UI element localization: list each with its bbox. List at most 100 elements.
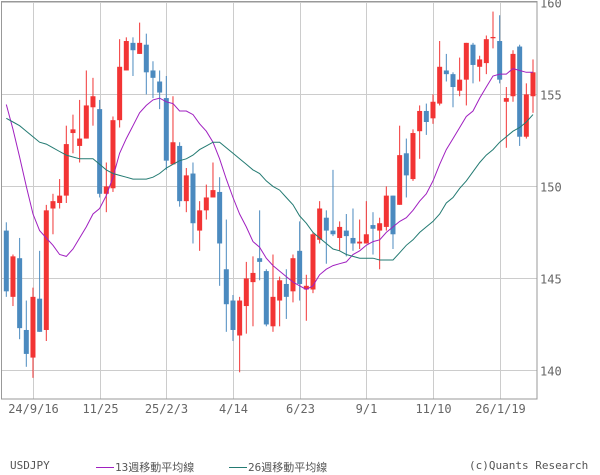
- candle-body: [203, 197, 209, 211]
- candle-body: [230, 300, 236, 330]
- candle-body: [417, 110, 423, 132]
- x-axis-ticks: 24/9/16 11/25 25/2/3 4/14 6/23 9/1 11/10 26/1/1…: [8, 402, 526, 416]
- candle-body: [437, 66, 443, 104]
- candle-down: [330, 169, 336, 237]
- candle-body: [463, 42, 469, 80]
- candle-body: [250, 272, 256, 283]
- candle-body: [3, 230, 9, 292]
- candle-down: [257, 210, 263, 281]
- candle-down: [17, 237, 23, 340]
- candle-body: [270, 296, 276, 327]
- candle-down: [263, 269, 269, 327]
- candle-down: [497, 15, 503, 84]
- candle-body: [390, 195, 396, 235]
- candles: [3, 11, 536, 378]
- x-tick-label: 11/10: [415, 402, 451, 416]
- candle-body: [290, 258, 296, 292]
- candle-up: [383, 186, 389, 231]
- candle-body: [443, 70, 449, 75]
- candle-body: [497, 41, 503, 80]
- candle-body: [17, 258, 23, 329]
- candle-body: [143, 44, 149, 73]
- candle-up: [410, 129, 416, 181]
- candle-body: [37, 298, 43, 332]
- candle-up: [457, 57, 463, 97]
- candle-down: [130, 37, 136, 76]
- candle-up: [417, 105, 423, 159]
- y-tick-label: 140: [540, 365, 562, 379]
- candle-body: [77, 138, 83, 146]
- candle-body: [157, 81, 163, 93]
- candle-body: [323, 217, 329, 231]
- candle-body: [523, 94, 529, 137]
- candle-body: [190, 173, 196, 224]
- x-tick-label: 6/23: [286, 402, 315, 416]
- candlestick-chart: 140 145 150 155 160 24/9/16 11/25 25/2/3 4/14 6/…: [1, 0, 562, 416]
- candle-body: [457, 79, 463, 91]
- candle-body: [43, 210, 49, 330]
- candle-down: [217, 177, 223, 286]
- candle-up: [103, 162, 109, 213]
- candle-body: [490, 36, 496, 39]
- candle-up: [77, 99, 83, 163]
- candle-down: [350, 208, 356, 251]
- candle-up: [277, 276, 283, 327]
- candle-up: [317, 201, 323, 244]
- candle-up: [10, 254, 16, 307]
- candle-body: [137, 42, 143, 54]
- candle-up: [510, 50, 516, 102]
- candle-up: [210, 162, 216, 198]
- candle-up: [337, 221, 343, 251]
- candle-down: [150, 61, 156, 99]
- candle-up: [237, 296, 243, 373]
- candle-down: [143, 33, 149, 95]
- candle-up: [363, 201, 369, 244]
- candle-body: [337, 226, 343, 238]
- candle-body: [83, 105, 89, 139]
- candle-up: [197, 201, 203, 251]
- candle-body: [530, 72, 536, 97]
- candle-down: [403, 138, 409, 198]
- legend-ma26: 26週移動平均線: [229, 459, 327, 475]
- candle-body: [430, 101, 436, 119]
- y-tick-label: 150: [540, 181, 562, 195]
- candle-body: [510, 53, 516, 97]
- candle-down: [177, 142, 183, 207]
- candle-body: [503, 98, 509, 102]
- candle-body: [57, 195, 63, 203]
- candle-body: [150, 70, 156, 78]
- candle-down: [517, 44, 523, 146]
- candle-up: [503, 87, 509, 148]
- candle-body: [470, 44, 476, 65]
- x-tick-label: 11/25: [82, 402, 118, 416]
- candle-up: [117, 39, 123, 128]
- y-tick-label: 155: [540, 89, 562, 103]
- candle-body: [343, 230, 349, 237]
- credit: (c)Quants Research: [469, 459, 588, 472]
- candle-body: [403, 153, 409, 176]
- candle-down: [370, 212, 376, 255]
- symbol-label: USDJPY: [10, 459, 50, 472]
- candle-body: [263, 271, 269, 325]
- candle-up: [57, 179, 63, 209]
- candle-up: [170, 96, 176, 165]
- candle-up: [483, 35, 489, 75]
- candle-down: [23, 300, 29, 367]
- plot-frame: [1, 1, 538, 400]
- candle-up: [137, 22, 143, 54]
- candle-up: [490, 11, 496, 49]
- candle-body: [130, 42, 136, 51]
- candle-up: [243, 261, 249, 334]
- candle-up: [270, 254, 276, 332]
- ma26-label: 26週移動平均線: [248, 461, 328, 474]
- x-tick-label: 24/9/16: [8, 402, 59, 416]
- candle-body: [210, 190, 216, 198]
- candle-body: [363, 234, 369, 244]
- candle-body: [383, 195, 389, 227]
- candle-body: [317, 208, 323, 240]
- candle-body: [117, 66, 123, 121]
- ma26-swatch: [229, 466, 247, 468]
- gridlines: [2, 2, 537, 399]
- candle-up: [397, 125, 403, 205]
- candle-body: [223, 269, 229, 305]
